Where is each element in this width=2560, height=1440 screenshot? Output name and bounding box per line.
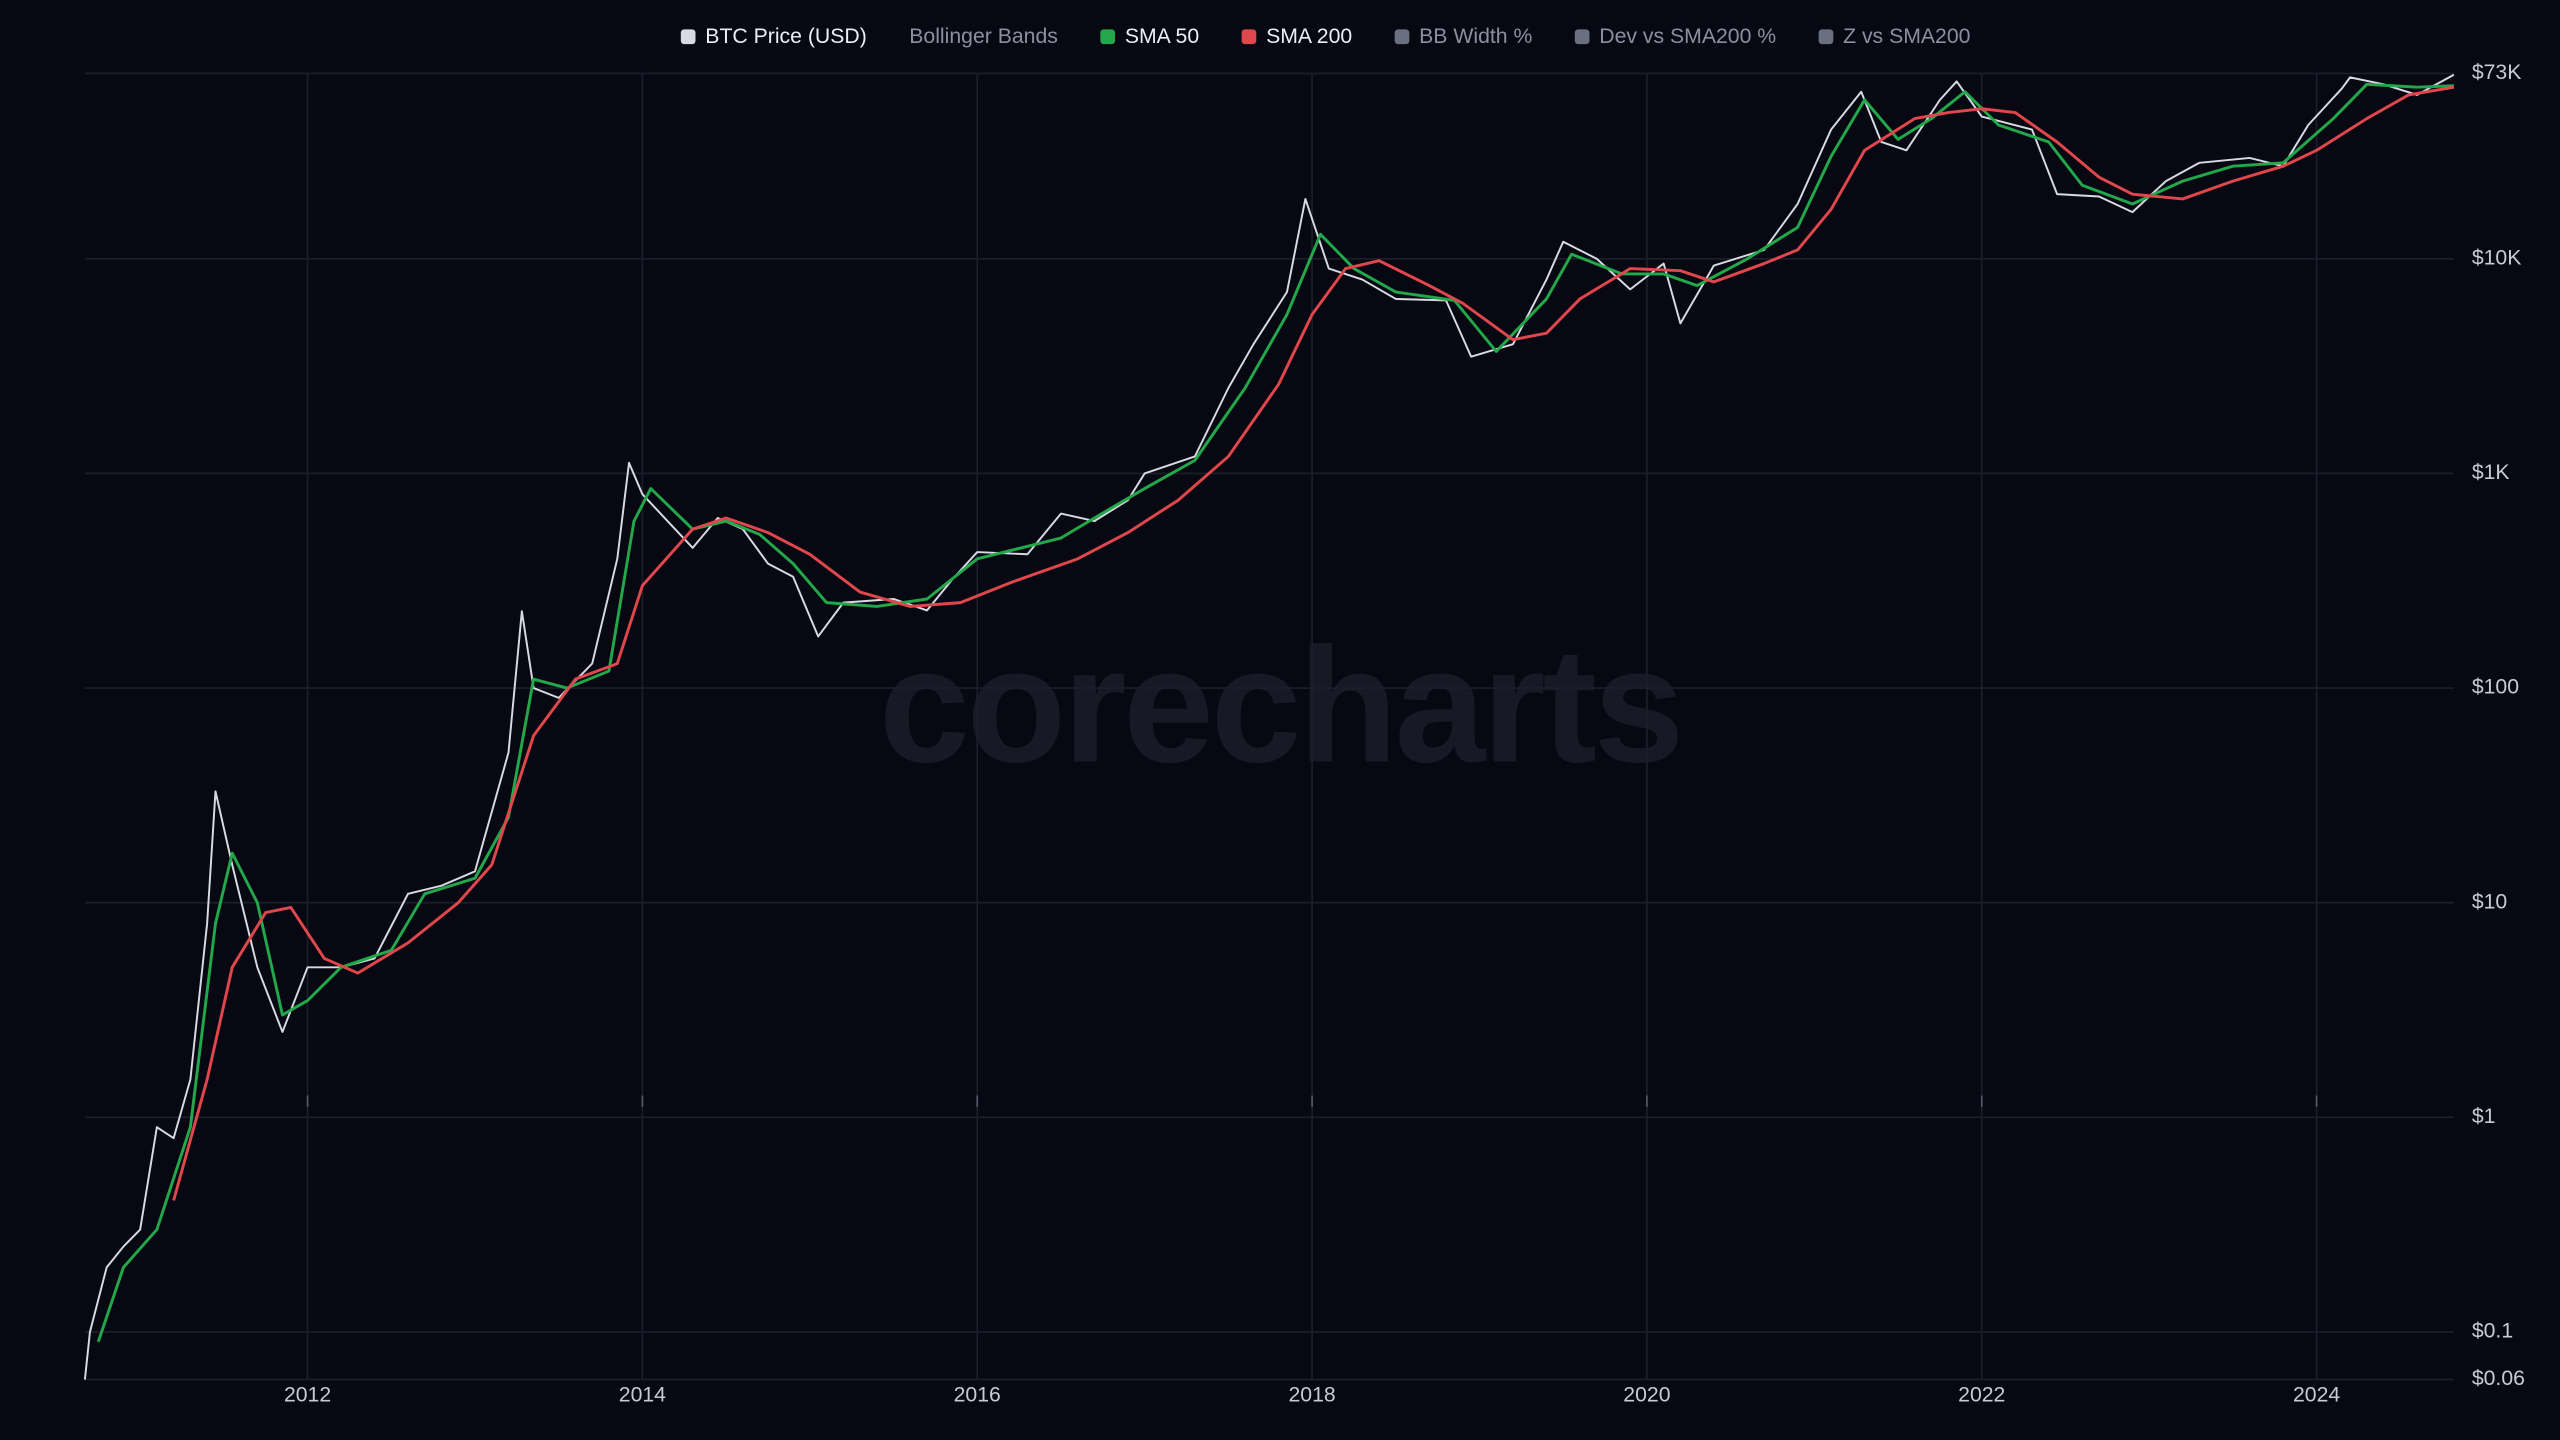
x-tick-label: 2016: [954, 1384, 1001, 1407]
y-tick-label: $0.1: [2472, 1320, 2513, 1343]
legend-label[interactable]: BTC Price (USD): [705, 25, 867, 48]
legend-swatch[interactable]: [680, 29, 696, 45]
legend-label[interactable]: Z vs SMA200: [1843, 25, 1970, 48]
legend-label[interactable]: SMA 200: [1266, 25, 1352, 48]
legend-label[interactable]: Dev vs SMA200 %: [1599, 25, 1776, 48]
x-tick-label: 2020: [1623, 1384, 1670, 1407]
legend-swatch[interactable]: [1241, 29, 1257, 45]
y-tick-label: $1K: [2472, 461, 2510, 484]
y-tick-label: $1: [2472, 1105, 2496, 1128]
y-tick-label: $73K: [2472, 61, 2522, 84]
legend-swatch[interactable]: [1574, 29, 1590, 45]
legend-label[interactable]: BB Width %: [1419, 25, 1532, 48]
legend-swatch[interactable]: [1100, 29, 1116, 45]
x-tick-label: 2024: [2293, 1384, 2340, 1407]
x-tick-label: 2018: [1288, 1384, 1335, 1407]
watermark: corecharts: [879, 613, 1681, 796]
legend-swatch[interactable]: [1394, 29, 1410, 45]
y-tick-label: $0.06: [2472, 1367, 2525, 1390]
legend-label[interactable]: Bollinger Bands: [909, 25, 1058, 48]
y-tick-label: $10: [2472, 890, 2507, 913]
legend-swatch[interactable]: [1818, 29, 1834, 45]
series-line: [172, 85, 2455, 1201]
x-tick-label: 2014: [619, 1384, 666, 1407]
x-tick-label: 2012: [284, 1384, 331, 1407]
x-tick-label: 2022: [1958, 1384, 2005, 1407]
legend-label[interactable]: SMA 50: [1125, 25, 1199, 48]
series-line: [96, 82, 2454, 1343]
y-tick-label: $10K: [2472, 246, 2522, 269]
y-tick-label: $100: [2472, 676, 2519, 699]
